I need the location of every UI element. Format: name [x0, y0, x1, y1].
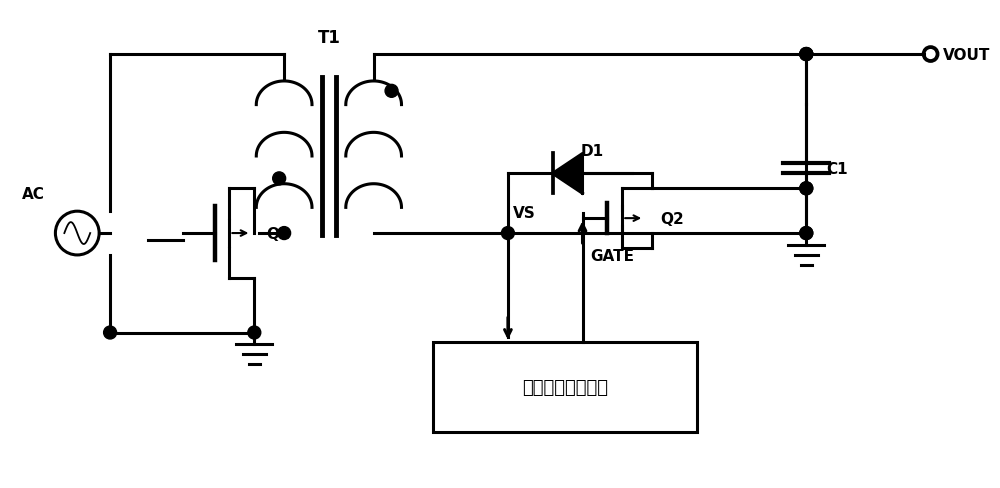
Text: 同步整流控制电路: 同步整流控制电路 — [522, 378, 608, 396]
Polygon shape — [553, 154, 583, 194]
Text: Q2: Q2 — [660, 211, 684, 226]
Circle shape — [104, 326, 117, 339]
Text: T1: T1 — [317, 29, 340, 47]
Text: VOUT: VOUT — [943, 47, 990, 62]
Circle shape — [385, 85, 398, 98]
Circle shape — [800, 227, 813, 240]
Circle shape — [800, 48, 813, 61]
Circle shape — [278, 227, 291, 240]
Text: D1: D1 — [581, 144, 604, 159]
Text: C1: C1 — [826, 162, 848, 177]
Circle shape — [248, 326, 261, 339]
Circle shape — [273, 173, 286, 185]
Text: Q1: Q1 — [266, 226, 290, 241]
Circle shape — [800, 183, 813, 195]
Circle shape — [800, 48, 813, 61]
Text: GATE: GATE — [590, 248, 634, 264]
Circle shape — [800, 227, 813, 240]
Circle shape — [501, 227, 514, 240]
Text: AC: AC — [22, 187, 45, 202]
Circle shape — [800, 48, 813, 61]
Circle shape — [800, 183, 813, 195]
Bar — [433, 343, 697, 432]
Text: VS: VS — [513, 206, 536, 221]
